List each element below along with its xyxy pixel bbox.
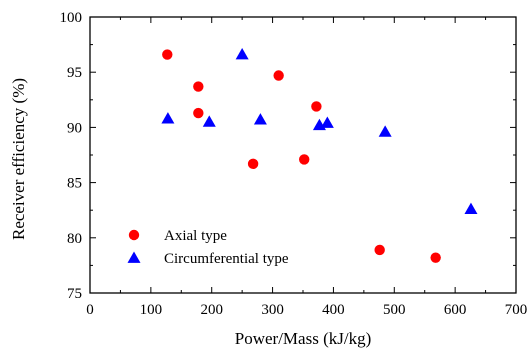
axial-point [374, 244, 385, 256]
axial-point [430, 252, 441, 263]
axial-point [273, 70, 284, 81]
x-tick-label: 100 [140, 302, 163, 318]
x-tick-label: 700 [505, 302, 528, 318]
y-tick-label: 90 [67, 120, 82, 136]
axial-point [193, 81, 204, 92]
circumferential-point [378, 125, 392, 137]
series-circumferential [161, 48, 478, 214]
series-axial [162, 49, 441, 263]
x-tick-label: 200 [200, 302, 223, 318]
y-tick-label: 100 [60, 10, 83, 26]
y-tick-label: 85 [67, 176, 82, 192]
legend: Axial type Circumferential type [127, 228, 289, 267]
x-tick-label: 300 [261, 302, 284, 318]
y-tick-label: 75 [67, 286, 82, 302]
circumferential-point [202, 115, 216, 127]
axial-point [311, 101, 322, 112]
axial-point [247, 158, 259, 170]
circumferential-point [235, 48, 249, 60]
legend-label: Circumferential type [164, 251, 289, 267]
circumferential-point [161, 112, 175, 124]
axial-point [162, 49, 173, 60]
y-tick-label: 95 [67, 65, 82, 81]
legend-marker [128, 229, 140, 241]
axial-point [299, 154, 310, 165]
x-axis-title: Power/Mass (kJ/kg) [235, 329, 371, 348]
x-tick-label: 0 [86, 302, 94, 318]
legend-marker [127, 251, 141, 263]
x-tick-label: 400 [322, 302, 345, 318]
legend-label: Axial type [164, 228, 227, 244]
circumferential-point [320, 116, 334, 128]
x-tick-label: 500 [383, 302, 406, 318]
circumferential-point [464, 202, 478, 214]
circumferential-point [253, 113, 267, 125]
y-tick-label: 80 [67, 231, 82, 247]
tick-layer: 0 100 200 300 400 500 600 700 75 80 85 90 95 100 [60, 10, 528, 318]
data-layer [161, 48, 478, 263]
x-tick-label: 600 [444, 302, 467, 318]
y-axis-title: Receiver efficiency (%) [9, 78, 28, 240]
axial-point [193, 107, 204, 119]
